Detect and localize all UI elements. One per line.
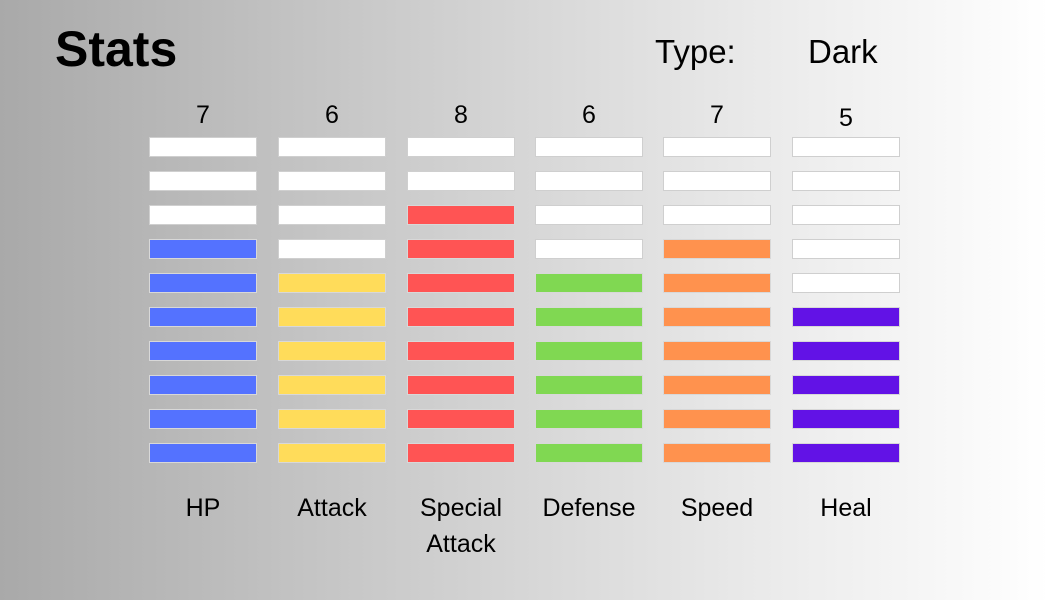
stat-label-defense: Defense <box>542 494 636 522</box>
stat-bar-segment-filled <box>535 409 643 429</box>
stat-bar-segment-filled <box>149 443 257 463</box>
stat-bar-segment-empty <box>792 137 900 157</box>
stat-bar-segment-empty <box>792 239 900 259</box>
stat-bar-segment-filled <box>278 341 386 361</box>
stat-bar-segment-empty <box>663 137 771 157</box>
stat-bar-segment-empty <box>792 273 900 293</box>
stat-value-attack: 6 <box>325 101 339 129</box>
stat-bar-segment-empty <box>278 137 386 157</box>
stat-bar-segment-empty <box>149 171 257 191</box>
stat-label-special-attack: Special Attack <box>420 494 502 558</box>
stat-label-heal: Heal <box>820 494 872 522</box>
stat-bar-segment-filled <box>407 239 515 259</box>
stat-bar-segment-empty <box>792 171 900 191</box>
stat-bar-segment-empty <box>278 239 386 259</box>
type-label: Type: <box>655 33 736 70</box>
stat-value-heal: 5 <box>839 104 853 132</box>
stat-label-speed: Speed <box>680 494 754 522</box>
stat-bar-segment-filled <box>792 307 900 327</box>
stat-bar-segment-filled <box>792 409 900 429</box>
stat-bar-segment-filled <box>663 239 771 259</box>
stat-value-defense: 6 <box>582 101 596 129</box>
stat-label-hp: HP <box>185 494 221 522</box>
stat-bar-segment-filled <box>407 273 515 293</box>
stat-bar-segment-filled <box>535 307 643 327</box>
stat-bar-segment-filled <box>278 273 386 293</box>
stat-bar-segment-empty <box>663 171 771 191</box>
stat-bar-segment-filled <box>407 307 515 327</box>
stat-bar-segment-empty <box>407 171 515 191</box>
stat-bar-segment-empty <box>149 137 257 157</box>
stat-bar-segment-filled <box>663 341 771 361</box>
stat-bar-segment-filled <box>278 409 386 429</box>
stat-bar-segment-empty <box>278 205 386 225</box>
stat-bar-segment-empty <box>535 137 643 157</box>
type-value: Dark <box>808 33 878 70</box>
stat-bar-segment-empty <box>407 137 515 157</box>
stat-bar-segment-empty <box>792 205 900 225</box>
stat-bar-segment-filled <box>278 375 386 395</box>
stat-label-attack: Attack <box>297 494 367 522</box>
stat-bar-segment-filled <box>149 307 257 327</box>
stat-bar-segment-filled <box>407 341 515 361</box>
stat-bar-segment-filled <box>535 375 643 395</box>
stat-bar-segment-filled <box>535 273 643 293</box>
stat-bar-segment-filled <box>535 443 643 463</box>
stat-bar-segment-filled <box>663 409 771 429</box>
stat-bar-segment-filled <box>792 375 900 395</box>
stat-bar-segment-filled <box>663 375 771 395</box>
stat-bar-segment-empty <box>663 205 771 225</box>
stat-bar-segment-empty <box>535 171 643 191</box>
stat-bar-segment-filled <box>149 273 257 293</box>
stat-bar-segment-filled <box>278 307 386 327</box>
stat-value-special-attack: 8 <box>454 101 468 129</box>
stat-bar-segment-filled <box>663 307 771 327</box>
stat-bar-segment-filled <box>792 443 900 463</box>
stat-bar-segment-filled <box>278 443 386 463</box>
stat-bar-segment-empty <box>535 205 643 225</box>
stat-bar-segment-filled <box>792 341 900 361</box>
stat-bar-segment-filled <box>663 443 771 463</box>
stat-bar-segment-empty <box>278 171 386 191</box>
stat-bar-segment-empty <box>535 239 643 259</box>
stat-bar-segment-filled <box>149 409 257 429</box>
page-title: Stats <box>55 21 178 77</box>
stat-bar-segment-filled <box>407 375 515 395</box>
stat-bar-segment-filled <box>149 239 257 259</box>
stat-value-hp: 7 <box>196 101 210 129</box>
stat-bar-segment-filled <box>407 443 515 463</box>
stat-value-speed: 7 <box>710 101 724 129</box>
stat-bar-segment-empty <box>149 205 257 225</box>
stat-bar-segment-filled <box>149 341 257 361</box>
stat-bar-segment-filled <box>535 341 643 361</box>
stat-bar-segment-filled <box>149 375 257 395</box>
stat-bar-segment-filled <box>663 273 771 293</box>
stat-bar-segment-filled <box>407 409 515 429</box>
stat-bar-segment-filled <box>407 205 515 225</box>
